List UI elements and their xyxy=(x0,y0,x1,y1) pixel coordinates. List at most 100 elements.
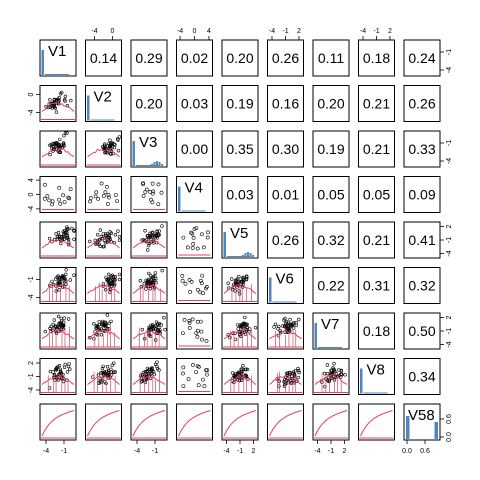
panel-frame xyxy=(403,403,441,441)
axis-tick-label: -4 xyxy=(177,28,183,35)
panel-r1-c6: 0.20 xyxy=(312,85,350,122)
scatter-point xyxy=(53,324,58,328)
smoother-line xyxy=(223,283,257,294)
scatter-point xyxy=(97,320,101,324)
panel-frame xyxy=(130,403,168,441)
scatter-point xyxy=(297,368,301,373)
correlation-value: 0.21 xyxy=(363,96,390,112)
scatter-point xyxy=(239,378,244,382)
scatter-point xyxy=(155,233,159,238)
correlation-value: 0.16 xyxy=(272,96,299,112)
panel-frame xyxy=(130,358,168,395)
histogram-bar xyxy=(87,95,90,121)
panel-r5-c6: 0.22 xyxy=(312,267,350,304)
scatter-point xyxy=(103,190,108,195)
scatter-point xyxy=(52,318,56,322)
scatter-point xyxy=(48,369,53,374)
panel-frame xyxy=(221,221,259,259)
scatter-point xyxy=(112,142,116,146)
scatter-point xyxy=(98,244,102,248)
scatter-point xyxy=(240,279,245,284)
scatter-point xyxy=(244,277,249,282)
scatter-point xyxy=(143,229,147,233)
axis-tick-label: -1 xyxy=(237,448,243,455)
scatter-point xyxy=(42,196,47,201)
panel-frame xyxy=(176,358,213,395)
axis-tick-label: -1 xyxy=(28,373,35,379)
panel-frame xyxy=(39,267,77,304)
scatter-point xyxy=(202,384,207,389)
scatter-point xyxy=(98,379,103,383)
axis-tick-label: -1 xyxy=(152,448,158,455)
scatter-point xyxy=(58,137,62,142)
panel-r0-c0: V1 xyxy=(39,39,77,77)
panel-frame xyxy=(403,85,441,122)
scatter-point xyxy=(110,141,115,145)
panel-r2-c4: 0.35 xyxy=(221,130,259,168)
scatter-point xyxy=(117,238,122,242)
scatter-point xyxy=(53,367,58,372)
correlation-value: 0.05 xyxy=(317,187,344,203)
panel-r3-c2 xyxy=(130,176,168,213)
correlation-value: 0.14 xyxy=(90,50,117,66)
panel-r3-c1 xyxy=(85,176,122,213)
panel-r0-c4: 0.20 xyxy=(221,39,259,77)
correlation-value: 0.21 xyxy=(363,232,390,248)
scatter-point xyxy=(48,152,52,157)
scatter-point xyxy=(159,190,164,195)
panel-r8-c0 xyxy=(39,403,77,441)
variable-label: V3 xyxy=(139,134,157,151)
panel-r3-c7: 0.05 xyxy=(358,176,395,213)
panel-frame xyxy=(312,221,350,259)
scatter-point xyxy=(107,321,112,325)
scatter-point xyxy=(187,320,192,325)
panel-frame xyxy=(39,85,77,122)
histogram-bar xyxy=(132,141,135,166)
panel-r7-c5 xyxy=(267,358,304,395)
panel-frame xyxy=(221,312,259,350)
scatter-point xyxy=(190,231,195,236)
panel-r1-c2: 0.20 xyxy=(130,85,168,122)
scatter-point xyxy=(106,193,111,197)
scatter-point xyxy=(63,94,68,99)
panel-r3-c3: V4 xyxy=(176,176,213,213)
panel-r8-c3 xyxy=(176,403,213,441)
scatter-point xyxy=(56,314,61,319)
correlation-value: 0.50 xyxy=(408,323,435,339)
panel-r5-c0 xyxy=(39,267,77,304)
scatter-point xyxy=(62,278,67,283)
scatter-point xyxy=(62,134,66,138)
scatter-point xyxy=(146,243,151,248)
scatter-point xyxy=(153,278,157,283)
scatter-point xyxy=(113,370,118,374)
scatter-point xyxy=(230,371,235,375)
histogram-bar xyxy=(318,347,342,348)
scatter-point xyxy=(163,327,167,332)
axis-tick-label: -4 xyxy=(446,250,453,256)
scatter-point xyxy=(151,189,156,194)
scatter-point xyxy=(332,362,336,366)
axis-tick-label: -4 xyxy=(28,109,35,115)
panel-r4-c0 xyxy=(39,221,77,259)
scatter-point xyxy=(65,370,70,374)
scatter-point xyxy=(144,287,148,291)
scatter-point xyxy=(325,363,330,367)
scatter-point xyxy=(195,246,200,251)
panel-r1-c3: 0.03 xyxy=(176,85,213,122)
axis-tick-label: -4 xyxy=(446,67,453,73)
histogram-bar xyxy=(269,277,272,303)
correlation-value: 0.24 xyxy=(408,50,435,66)
panel-r2-c3: 0.00 xyxy=(176,130,213,168)
correlation-value: 0.02 xyxy=(181,50,208,66)
scatter-point xyxy=(237,378,242,383)
right-axis-row6: -4 -1 2 xyxy=(440,315,453,348)
scatter-point xyxy=(56,230,61,235)
scatter-point xyxy=(205,235,210,240)
variable-label: V2 xyxy=(94,89,112,106)
scatter-point xyxy=(68,367,72,371)
panel-r5-c4 xyxy=(221,267,259,304)
smoother-line xyxy=(41,238,75,249)
panel-frame xyxy=(176,85,213,122)
panel-r7-c2 xyxy=(130,358,168,395)
scatter-point xyxy=(107,370,111,375)
